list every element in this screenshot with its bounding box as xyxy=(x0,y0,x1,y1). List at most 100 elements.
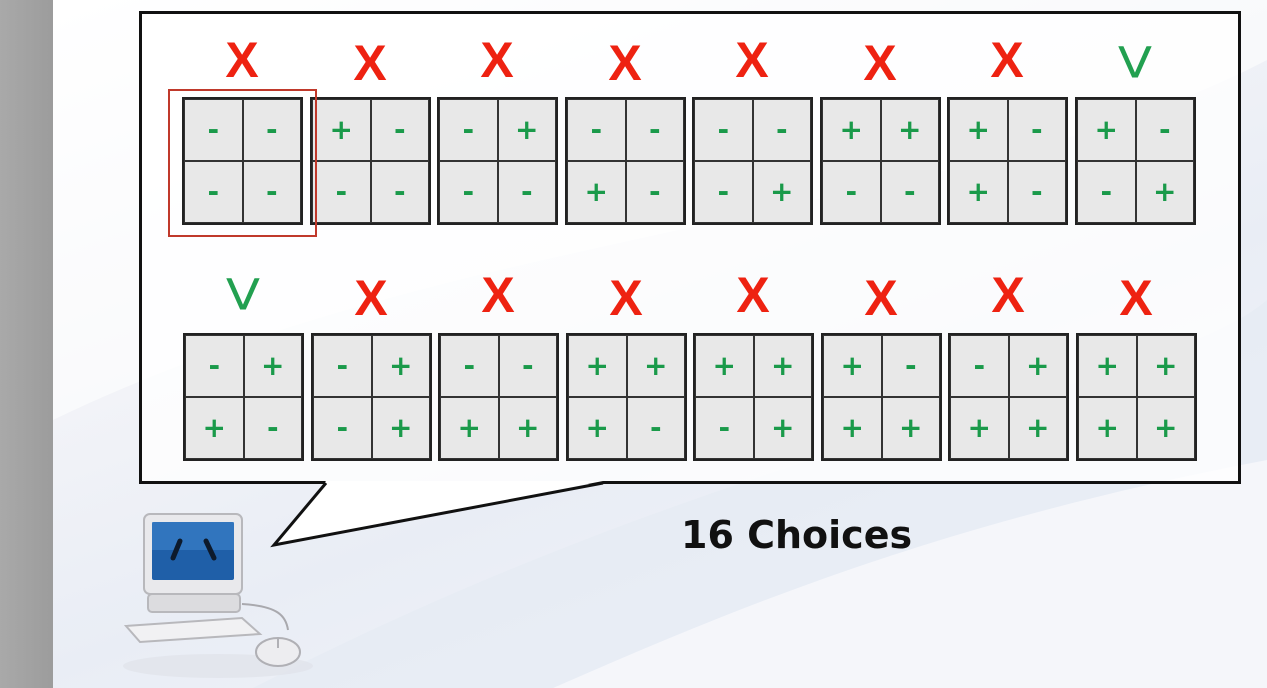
grid-cell: + xyxy=(949,99,1008,161)
grid-cell: - xyxy=(1007,161,1066,223)
grid-cell: + xyxy=(312,99,371,161)
choices-caption: 16 Choices xyxy=(681,513,913,557)
grid-cell: + xyxy=(1008,335,1067,397)
grid-cell: - xyxy=(694,161,753,223)
choice-grid: + - - - xyxy=(310,97,431,225)
grid-cell: + xyxy=(1008,397,1067,459)
grid-cell: + xyxy=(497,99,556,161)
choice-grid: ---- xyxy=(182,97,303,225)
grid-cell: - xyxy=(1007,99,1066,161)
grid-cell: + xyxy=(823,397,882,459)
grid-cell: + xyxy=(752,161,811,223)
grid-cell: - xyxy=(1077,161,1136,223)
x-mark-icon: X xyxy=(1119,270,1153,326)
grid-cell: - xyxy=(312,161,371,223)
grid-cell: + xyxy=(243,335,302,397)
grid-cell: + xyxy=(823,335,882,397)
choice-grid: - - - + xyxy=(692,97,813,225)
grid-cell: + xyxy=(1077,99,1136,161)
choice-grid: + - + + xyxy=(821,333,942,461)
choice-grid: - + - - xyxy=(437,97,558,225)
grid-cell: + xyxy=(568,335,627,397)
grid-cell: + xyxy=(950,397,1009,459)
x-mark-icon: X xyxy=(991,267,1025,323)
grid-cell: + xyxy=(753,335,812,397)
x-mark-icon: X xyxy=(354,270,388,326)
grid-cell: - xyxy=(313,335,372,397)
choice-grid: - + + + xyxy=(948,333,1069,461)
grid-cell: + xyxy=(498,397,557,459)
x-mark-icon: X xyxy=(353,35,387,91)
computer-icon xyxy=(118,508,318,687)
grid-cell: - xyxy=(1135,99,1194,161)
grid-cell: - xyxy=(439,161,498,223)
choice-grid: + - + - xyxy=(947,97,1068,225)
grid-cell: + xyxy=(822,99,881,161)
grid-cell: + xyxy=(568,397,627,459)
check-mark-icon: V xyxy=(1117,38,1153,88)
grid-cell: - xyxy=(313,397,372,459)
grid-cell: + xyxy=(695,335,754,397)
grid-cell: - xyxy=(185,335,244,397)
grid-cell: - xyxy=(950,335,1009,397)
grid-cell: + xyxy=(1078,397,1137,459)
grid-cell: + xyxy=(626,335,685,397)
grid-cell: - xyxy=(242,161,301,223)
grid-cell: + xyxy=(440,397,499,459)
x-mark-icon: X xyxy=(481,267,515,323)
grid-cell: + xyxy=(371,397,430,459)
x-mark-icon: X xyxy=(735,32,769,88)
grid-cell: - xyxy=(567,99,626,161)
grid-cell: + xyxy=(753,397,812,459)
left-gray-bar xyxy=(0,0,53,688)
grid-cell: + xyxy=(1078,335,1137,397)
grid-cell: - xyxy=(440,335,499,397)
grid-cell: - xyxy=(243,397,302,459)
x-mark-icon: X xyxy=(864,270,898,326)
selected-choice-highlight xyxy=(168,89,317,237)
grid-cell: + xyxy=(371,335,430,397)
grid-cell: - xyxy=(880,161,939,223)
grid-cell: - xyxy=(694,99,753,161)
grid-cell: - xyxy=(498,335,557,397)
grid-cell: - xyxy=(695,397,754,459)
choice-grid: + + + + xyxy=(1076,333,1197,461)
choice-grid: - - + - xyxy=(565,97,686,225)
grid-cell: - xyxy=(752,99,811,161)
grid-cell: + xyxy=(1136,335,1195,397)
choice-grid: - + - + xyxy=(311,333,432,461)
grid-cell: - xyxy=(370,161,429,223)
x-mark-icon: X xyxy=(990,32,1024,88)
choice-grid: - - + + xyxy=(438,333,559,461)
grid-cell: - xyxy=(625,161,684,223)
grid-cell: - xyxy=(881,335,940,397)
choice-grid: + + - - xyxy=(820,97,941,225)
grid-cell: - xyxy=(625,99,684,161)
grid-cell: + xyxy=(1135,161,1194,223)
check-mark-icon: V xyxy=(225,270,261,320)
grid-cell: - xyxy=(242,99,301,161)
grid-cell: - xyxy=(626,397,685,459)
x-mark-icon: X xyxy=(863,35,897,91)
choice-grid: + + - + xyxy=(693,333,814,461)
grid-cell: - xyxy=(184,161,243,223)
grid-cell: - xyxy=(822,161,881,223)
x-mark-icon: X xyxy=(736,267,770,323)
grid-cell: - xyxy=(184,99,243,161)
choice-grid: + - - + xyxy=(1075,97,1196,225)
x-mark-icon: X xyxy=(608,35,642,91)
x-mark-icon: X xyxy=(480,32,514,88)
x-mark-icon: X xyxy=(609,270,643,326)
grid-cell: - xyxy=(370,99,429,161)
grid-cell: + xyxy=(881,397,940,459)
grid-cell: + xyxy=(949,161,1008,223)
choice-grid: - + + - xyxy=(183,333,304,461)
choice-grid: + + + - xyxy=(566,333,687,461)
grid-cell: - xyxy=(439,99,498,161)
grid-cell: + xyxy=(880,99,939,161)
grid-cell: + xyxy=(567,161,626,223)
grid-cell: - xyxy=(497,161,556,223)
grid-cell: + xyxy=(185,397,244,459)
grid-cell: + xyxy=(1136,397,1195,459)
x-mark-icon: X xyxy=(225,32,259,88)
